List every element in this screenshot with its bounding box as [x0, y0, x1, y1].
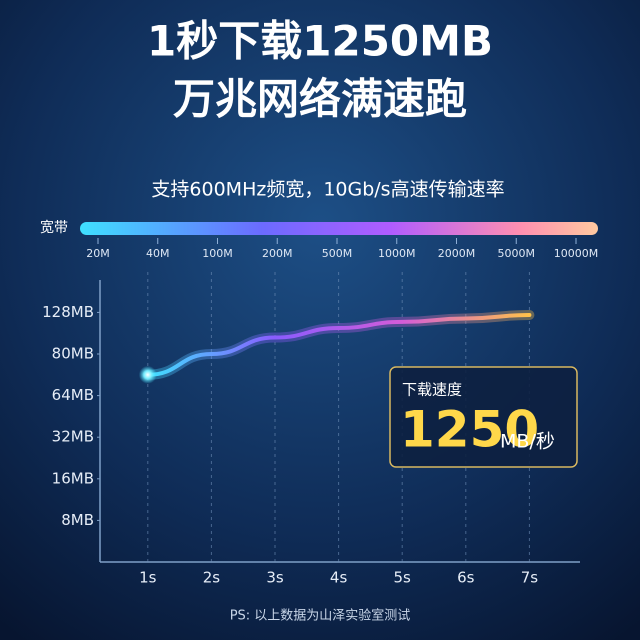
x-tick-label: 7s: [521, 569, 539, 587]
line-head: [138, 365, 157, 384]
y-tick-label: 16MB: [52, 469, 94, 487]
bandwidth-tick-label: 500M: [322, 247, 353, 260]
subtitle: 万兆网络满速跑: [173, 75, 467, 124]
y-tick-label: 64MB: [52, 386, 94, 404]
x-tick-label: 6s: [457, 569, 475, 587]
y-tick-label: 8MB: [61, 511, 94, 529]
feature-text: 支持600MHz频宽，10Gb/s高速传输速率: [151, 179, 504, 201]
x-tick-label: 1s: [139, 569, 157, 587]
callout-box: [389, 366, 578, 468]
x-tick-label: 2s: [203, 569, 221, 587]
x-tick-label: 3s: [266, 569, 284, 587]
y-tick-label: 128MB: [42, 303, 94, 321]
callout-value: 1250: [400, 401, 539, 459]
bandwidth-tick-label: 20M: [86, 247, 110, 260]
bandwidth-tick-label: 100M: [202, 247, 233, 260]
bandwidth-tick-label: 2000M: [438, 247, 476, 260]
y-tick-label: 80MB: [52, 345, 94, 363]
x-tick-label: 5s: [394, 569, 412, 587]
bandwidth-bar: [80, 222, 598, 235]
bandwidth-tick-label: 5000M: [498, 247, 536, 260]
y-tick-label: 32MB: [52, 428, 94, 446]
bandwidth-tick-label: 10000M: [554, 247, 598, 260]
bandwidth-tick-label: 200M: [262, 247, 293, 260]
title: 1秒下载1250MB: [147, 17, 493, 66]
footnote: PS: 以上数据为山泽实验室测试: [230, 608, 411, 624]
callout-unit: MB/秒: [500, 431, 555, 453]
x-tick-label: 4s: [330, 569, 348, 587]
line: [145, 313, 532, 377]
callout-label: 下载速度: [402, 381, 462, 399]
bandwidth-tick-label: 1000M: [378, 247, 416, 260]
bandwidth-tick-label: 40M: [146, 247, 170, 260]
bandwidth-label: 宽带: [40, 219, 68, 236]
